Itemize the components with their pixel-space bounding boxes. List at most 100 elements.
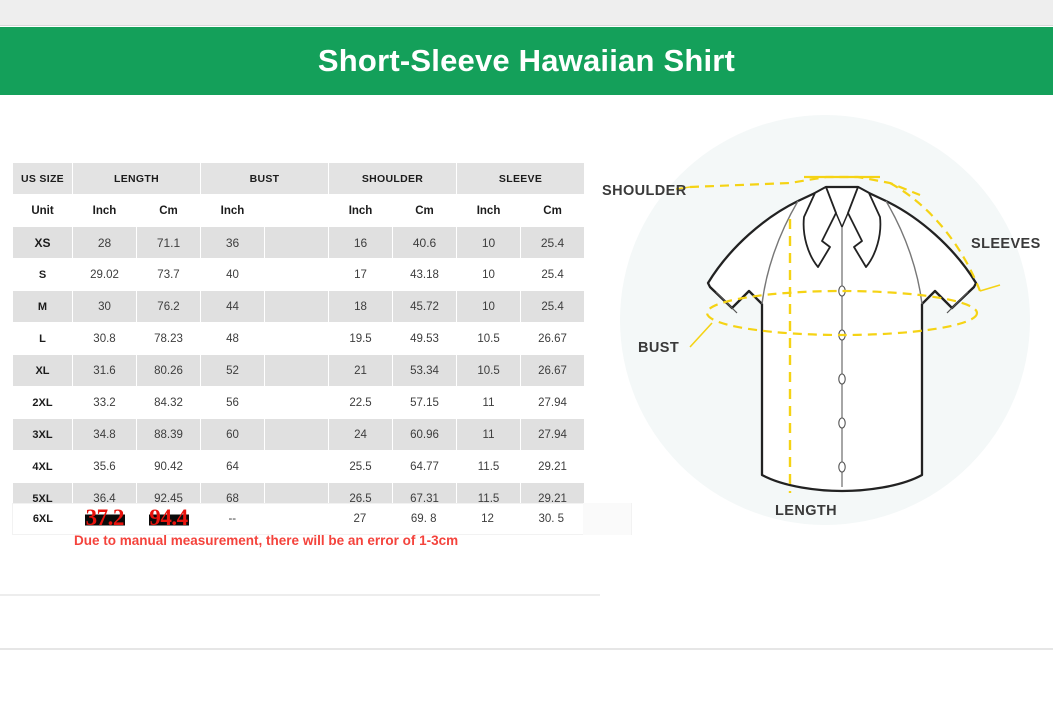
bust-leader-line <box>689 322 713 348</box>
cell-bust-inch: 36 <box>200 226 265 259</box>
cell-shoulder-cm: 40.6 <box>392 226 458 259</box>
cell-shoulder-inch: 17 <box>328 258 394 291</box>
table-row: XS 28 71.1 36 16 40.6 10 25.4 <box>12 226 586 259</box>
table-group-header-row: US SIZE LENGTH BUST SHOULDER SLEEVE <box>12 162 586 195</box>
cell-bust-cm <box>263 290 330 323</box>
group-header-bust: BUST <box>199 162 330 195</box>
unit-label: Unit <box>12 194 73 227</box>
cell-bust-inch: 40 <box>200 258 265 291</box>
unit-shoulder-inch: Inch <box>328 194 394 227</box>
diagram-label-shoulder: SHOULDER <box>602 183 687 199</box>
table-row: 3XL 34.8 88.39 60 24 60.96 11 27.94 <box>12 418 586 451</box>
shirt-diagram-svg <box>620 115 1030 525</box>
row-size-label: 3XL <box>12 418 73 451</box>
cell-bust-cm <box>263 418 330 451</box>
shirt-button <box>838 461 846 473</box>
page-title: Short-Sleeve Hawaiian Shirt <box>317 43 736 78</box>
cell-bust-inch: -- <box>228 513 237 525</box>
table-row: XL 31.6 80.26 52 21 53.34 10.5 26.67 <box>12 354 586 387</box>
cell-shoulder-inch: 19.5 <box>328 322 394 355</box>
content-divider-upper <box>0 594 600 596</box>
table-row: L 30.8 78.23 48 19.5 49.53 10.5 26.67 <box>12 322 586 355</box>
cell-length-cm: 73.7 <box>136 258 201 291</box>
cell-shoulder-cm: 45.72 <box>392 290 458 323</box>
cell-shoulder-cm: 57.15 <box>392 386 458 419</box>
unit-shoulder-cm: Cm <box>392 194 458 227</box>
cell-bust-cm <box>263 450 330 483</box>
cell-sleeve-cm: 27.94 <box>520 386 586 419</box>
row-size-label: M <box>12 290 73 323</box>
cell-sleeve-inch: 11 <box>456 386 522 419</box>
cell-length-cm: 88.39 <box>136 418 201 451</box>
cell-shoulder-cm: 69. 8 <box>410 513 437 525</box>
row-size-label: L <box>12 322 73 355</box>
cell-shoulder-inch: 18 <box>328 290 394 323</box>
cell-sleeve-inch: 10 <box>456 226 522 259</box>
bust-guide-ellipse <box>705 289 979 337</box>
row-size-label: XS <box>12 226 73 259</box>
unit-bust-cm <box>263 194 330 227</box>
cell-sleeve-cm: 25.4 <box>520 258 586 291</box>
cell-sleeve-inch: 12 <box>481 513 494 525</box>
table-row: M 30 76.2 44 18 45.72 10 25.4 <box>12 290 586 323</box>
table-row-6xl: 6XL 37.2 94.4 -- 27 69. 8 12 30. 5 <box>12 503 632 535</box>
cell-sleeve-cm: 25.4 <box>520 290 586 323</box>
measurement-disclaimer: Due to manual measurement, there will be… <box>74 533 459 548</box>
cell-sleeve-inch: 10.5 <box>456 322 522 355</box>
sleeves-guide-line <box>889 182 982 292</box>
unit-length-cm: Cm <box>136 194 201 227</box>
cell-length-cm-corrected: 94.4 <box>137 503 201 535</box>
unit-sleeve-cm: Cm <box>520 194 586 227</box>
row-6xl-tail-cell <box>583 503 632 535</box>
diagram-label-bust: BUST <box>638 340 680 356</box>
cell-sleeve-inch: 10 <box>456 290 522 323</box>
cell-bust-inch: 48 <box>200 322 265 355</box>
group-header-sleeve: SLEEVE <box>456 162 586 195</box>
cell-bust-cm <box>263 258 330 291</box>
row-size-label: 2XL <box>12 386 73 419</box>
collar-left <box>802 186 837 268</box>
cell-length-inch: 28 <box>72 226 137 259</box>
unit-bust-inch: Inch <box>200 194 265 227</box>
cell-shoulder-inch: 22.5 <box>328 386 394 419</box>
cell-bust-cm <box>263 226 330 259</box>
cell-length-cm: 80.26 <box>136 354 201 387</box>
top-gray-strip <box>0 0 1053 26</box>
redaction-bar-length-inch <box>84 514 125 526</box>
cell-bust-cm <box>263 322 330 355</box>
cell-sleeve-cm: 29.21 <box>520 450 586 483</box>
cell-shoulder-cm: 43.18 <box>392 258 458 291</box>
group-header-length: LENGTH <box>72 162 201 195</box>
row-size-label: 6XL <box>32 513 53 525</box>
cell-shoulder-inch: 16 <box>328 226 394 259</box>
shirt-measurement-diagram: SHOULDER SLEEVES BUST LENGTH <box>590 95 1053 555</box>
unit-length-inch: Inch <box>72 194 137 227</box>
table-row: 4XL 35.6 90.42 64 25.5 64.77 11.5 29.21 <box>12 450 586 483</box>
handwritten-length-inch: 37.2 <box>85 505 125 531</box>
size-chart-table-container: US SIZE LENGTH BUST SHOULDER SLEEVE Unit… <box>12 162 586 515</box>
row-size-label: XL <box>12 354 73 387</box>
cell-bust-cm <box>263 386 330 419</box>
cell-length-inch: 33.2 <box>72 386 137 419</box>
cell-length-cm: 71.1 <box>136 226 201 259</box>
handwritten-length-cm: 94.4 <box>149 505 188 531</box>
table-unit-row: Unit Inch Cm Inch Inch Cm Inch Cm <box>12 194 586 227</box>
cell-shoulder-inch: 27 <box>353 513 367 525</box>
cell-bust-inch: 64 <box>200 450 265 483</box>
cell-length-cm: 90.42 <box>136 450 201 483</box>
cell-bust-cm <box>263 354 330 387</box>
cell-length-inch: 31.6 <box>72 354 137 387</box>
cell-bust-inch: 60 <box>200 418 265 451</box>
cell-shoulder-inch: 21 <box>328 354 394 387</box>
right-armhole-seam <box>885 200 923 305</box>
collar-right <box>847 186 882 268</box>
cell-sleeve-cm: 30. 5 <box>538 513 565 525</box>
cell-sleeve-cm: 25.4 <box>520 226 586 259</box>
cell-sleeve-inch: 10.5 <box>456 354 522 387</box>
table-row: S 29.02 73.7 40 17 43.18 10 25.4 <box>12 258 586 291</box>
group-header-us-size: US SIZE <box>12 162 73 195</box>
cell-length-cm: 78.23 <box>136 322 201 355</box>
sleeves-leader-line <box>979 284 1001 292</box>
unit-sleeve-inch: Inch <box>456 194 522 227</box>
cell-shoulder-cm: 49.53 <box>392 322 458 355</box>
